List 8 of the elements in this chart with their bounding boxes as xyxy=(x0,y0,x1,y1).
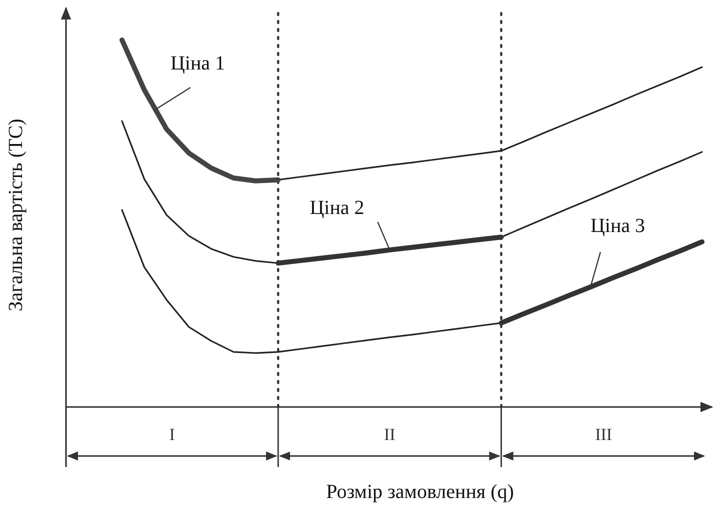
text: III xyxy=(595,425,612,444)
text: II xyxy=(384,425,396,444)
series-label: Ціна 2 xyxy=(310,196,364,219)
x-axis-title: Розмір замовлення (q) xyxy=(326,481,514,503)
text: I xyxy=(169,425,176,444)
y-axis-title: Загальна вартість (TC) xyxy=(5,118,27,312)
series-label: Ціна 3 xyxy=(590,214,646,237)
series-label: Ціна 1 xyxy=(170,52,226,75)
